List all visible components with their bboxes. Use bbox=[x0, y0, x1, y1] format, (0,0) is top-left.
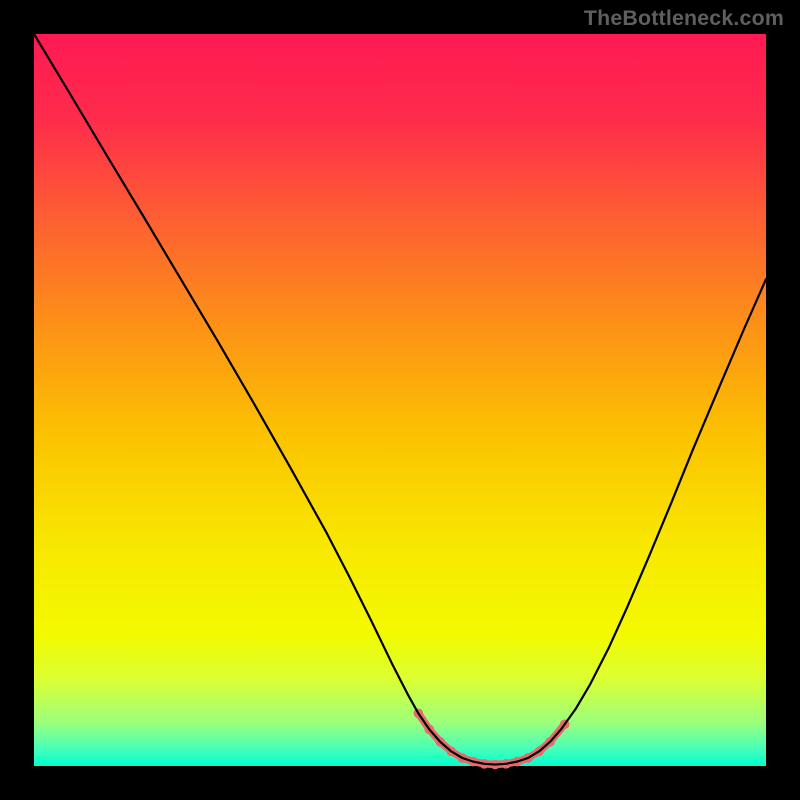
bottleneck-curve-chart bbox=[0, 0, 800, 800]
watermark-text: TheBottleneck.com bbox=[584, 6, 784, 31]
chart-frame: { "watermark": { "text": "TheBottleneck.… bbox=[0, 0, 800, 800]
plot-background bbox=[34, 34, 766, 766]
